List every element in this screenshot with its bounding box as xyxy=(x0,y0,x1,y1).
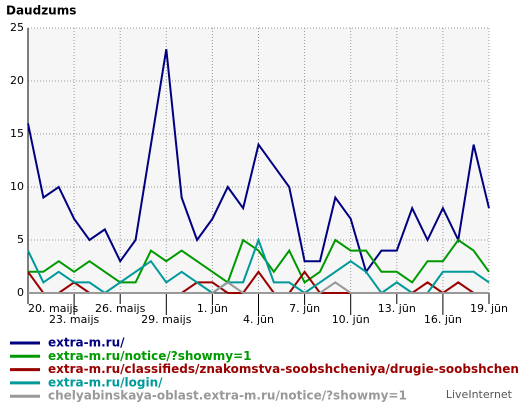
x-tick-label: 19. jūn xyxy=(470,302,508,315)
y-tick-label: 10 xyxy=(10,180,24,193)
legend-label: chelyabinskaya-oblast.extra-m.ru/notice/… xyxy=(48,389,407,403)
legend-label: extra-m.ru/login/ xyxy=(48,375,163,389)
x-tick-label: 16. jūn xyxy=(424,313,462,326)
y-tick-label: 5 xyxy=(17,233,24,246)
x-tick-label: 13. jūn xyxy=(378,302,416,315)
line-series xyxy=(28,238,490,284)
y-tick-label: 0 xyxy=(17,286,24,299)
x-tick-label: 20. maijs xyxy=(28,302,79,315)
legend-label: extra-m.ru/classifieds/znakomstva-soobsh… xyxy=(48,362,520,376)
x-tick-label: 1. jūn xyxy=(197,302,228,315)
line-series xyxy=(28,281,489,294)
y-tick-label: 25 xyxy=(10,21,24,34)
x-tick-label: 10. jūn xyxy=(332,313,370,326)
y-tick-label: 20 xyxy=(10,74,24,87)
line-series xyxy=(27,49,490,275)
footer: LiveInternet xyxy=(446,388,513,401)
x-tick-label: 26. maijs xyxy=(95,302,146,315)
x-tick-label: 4. jūn xyxy=(243,313,274,326)
x-tick-label: 29. maijs xyxy=(141,313,192,326)
y-tick-label: 15 xyxy=(10,127,24,140)
legend-label: extra-m.ru/ xyxy=(48,336,125,350)
x-tick-label: 7. jūn xyxy=(289,302,320,315)
chart-title: Daudzums xyxy=(6,4,76,18)
legend-label: extra-m.ru/notice/?showmy=1 xyxy=(48,349,252,363)
x-tick-label: 23. maijs xyxy=(49,313,100,326)
